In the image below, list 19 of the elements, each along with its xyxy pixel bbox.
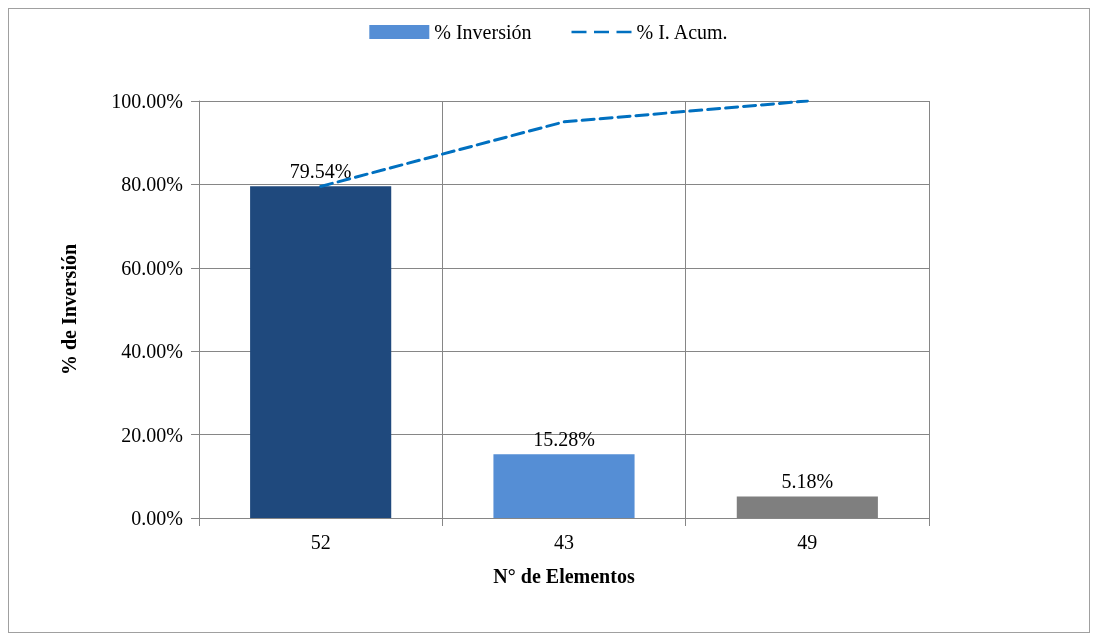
y-tick-label: 80.00% xyxy=(121,173,183,196)
bar xyxy=(493,454,635,518)
y-axis-title: % de Inversión xyxy=(58,243,80,376)
y-tick-label: 60.00% xyxy=(121,256,183,279)
x-tick-label: 49 xyxy=(797,531,818,553)
x-tick-label: 52 xyxy=(310,531,331,553)
y-tick-label: 100.00% xyxy=(111,90,183,112)
legend-label: % Inversión xyxy=(434,21,532,43)
data-label: 79.54% xyxy=(289,160,352,183)
bar xyxy=(736,496,878,518)
x-tick-label: 43 xyxy=(554,531,574,553)
y-tick-label: 0.00% xyxy=(131,507,183,529)
bar xyxy=(250,186,392,518)
legend-label: % I. Acum. xyxy=(636,21,728,43)
y-tick-label: 20.00% xyxy=(121,423,183,446)
data-label: 5.18% xyxy=(781,470,834,493)
data-label: 15.28% xyxy=(533,428,595,451)
y-tick-label: 40.00% xyxy=(121,340,183,363)
x-axis-title: N° de Elementos xyxy=(493,565,635,587)
